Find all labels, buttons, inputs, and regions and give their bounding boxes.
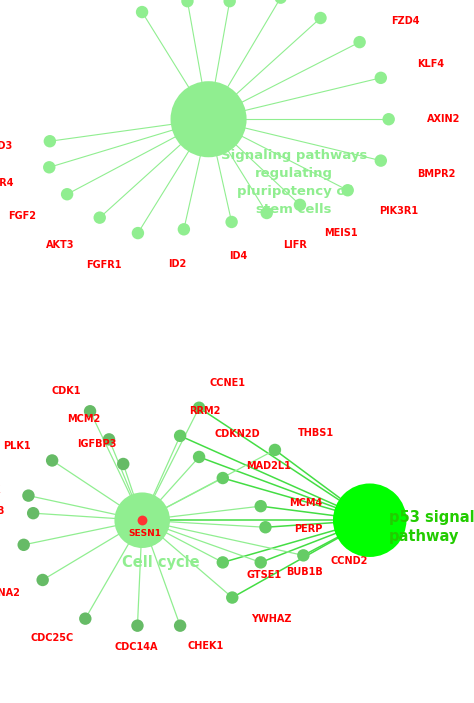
- Text: CCND2: CCND2: [331, 556, 368, 567]
- Point: [226, 0, 234, 7]
- Text: FGFR4: FGFR4: [0, 178, 14, 188]
- Text: CHEK1: CHEK1: [187, 641, 224, 651]
- Text: MCM4: MCM4: [289, 498, 322, 508]
- Point: [176, 620, 184, 631]
- Text: CCNE1: CCNE1: [209, 378, 245, 388]
- Point: [138, 515, 146, 526]
- Point: [176, 430, 184, 441]
- Point: [134, 228, 142, 239]
- Point: [48, 455, 56, 466]
- Text: CCNA2: CCNA2: [0, 588, 20, 598]
- Text: ID4: ID4: [229, 252, 247, 262]
- Text: Cell cycle: Cell cycle: [122, 555, 200, 570]
- Text: LIFR: LIFR: [283, 240, 307, 250]
- Text: RRM2: RRM2: [189, 406, 220, 416]
- Text: ID3: ID3: [0, 141, 12, 151]
- Point: [300, 550, 307, 561]
- Point: [228, 592, 236, 603]
- Point: [82, 613, 89, 624]
- Point: [64, 188, 71, 200]
- Point: [25, 490, 32, 501]
- Text: CDKN2D: CDKN2D: [215, 430, 261, 439]
- Point: [86, 406, 94, 417]
- Text: BUB1B: BUB1B: [286, 567, 323, 576]
- Text: BMPR2: BMPR2: [417, 169, 456, 179]
- Point: [105, 434, 113, 445]
- Text: KLF4: KLF4: [417, 59, 444, 69]
- Point: [317, 13, 324, 24]
- Text: p53 signaling
pathway: p53 signaling pathway: [389, 510, 474, 544]
- Text: FGFR1: FGFR1: [86, 260, 121, 270]
- Text: IGFBP3: IGFBP3: [77, 439, 116, 449]
- Point: [228, 217, 236, 228]
- Point: [20, 539, 27, 550]
- Text: THBS1: THBS1: [298, 427, 334, 438]
- Text: Signaling pathways
regulating
pluripotency of
stem cells: Signaling pathways regulating pluripoten…: [221, 149, 367, 216]
- Point: [377, 155, 384, 166]
- Point: [356, 37, 364, 48]
- Text: FGF2: FGF2: [8, 211, 36, 221]
- Text: PIK3R1: PIK3R1: [380, 207, 419, 217]
- Text: AKT3: AKT3: [46, 240, 75, 250]
- Point: [296, 199, 304, 210]
- Text: ID2: ID2: [168, 259, 186, 269]
- Point: [366, 515, 374, 526]
- Text: MEIS1: MEIS1: [324, 228, 358, 238]
- Text: FZD4: FZD4: [392, 16, 420, 26]
- Point: [46, 136, 54, 147]
- Point: [46, 162, 53, 173]
- Point: [277, 0, 284, 4]
- Point: [134, 620, 141, 631]
- Point: [377, 72, 384, 84]
- Text: AXIN2: AXIN2: [427, 114, 460, 124]
- Point: [263, 207, 271, 219]
- Text: TTK: TTK: [0, 484, 1, 495]
- Text: CDK1: CDK1: [51, 387, 81, 396]
- Text: SESN1: SESN1: [128, 529, 161, 538]
- Text: MCM2: MCM2: [67, 414, 101, 424]
- Text: CDC14A: CDC14A: [115, 642, 158, 652]
- Point: [257, 557, 264, 568]
- Point: [138, 515, 146, 526]
- Point: [385, 114, 392, 125]
- Point: [195, 402, 203, 413]
- Point: [39, 574, 46, 586]
- Point: [262, 522, 269, 533]
- Text: MAD2L1: MAD2L1: [246, 461, 291, 471]
- Point: [205, 114, 212, 125]
- Point: [180, 224, 188, 235]
- Text: GTSE1: GTSE1: [246, 569, 281, 579]
- Point: [219, 472, 227, 484]
- Point: [344, 185, 352, 196]
- Point: [271, 444, 279, 456]
- Text: PERP: PERP: [294, 524, 322, 534]
- Text: GADD45B: GADD45B: [0, 506, 5, 517]
- Text: CDC25C: CDC25C: [31, 633, 74, 643]
- Point: [29, 508, 37, 519]
- Point: [183, 0, 191, 7]
- Point: [219, 557, 227, 568]
- Text: YWHAZ: YWHAZ: [251, 614, 292, 624]
- Point: [138, 6, 146, 18]
- Point: [195, 451, 203, 463]
- Point: [119, 458, 127, 470]
- Point: [257, 501, 264, 512]
- Point: [96, 212, 103, 224]
- Text: PLK1: PLK1: [3, 441, 31, 451]
